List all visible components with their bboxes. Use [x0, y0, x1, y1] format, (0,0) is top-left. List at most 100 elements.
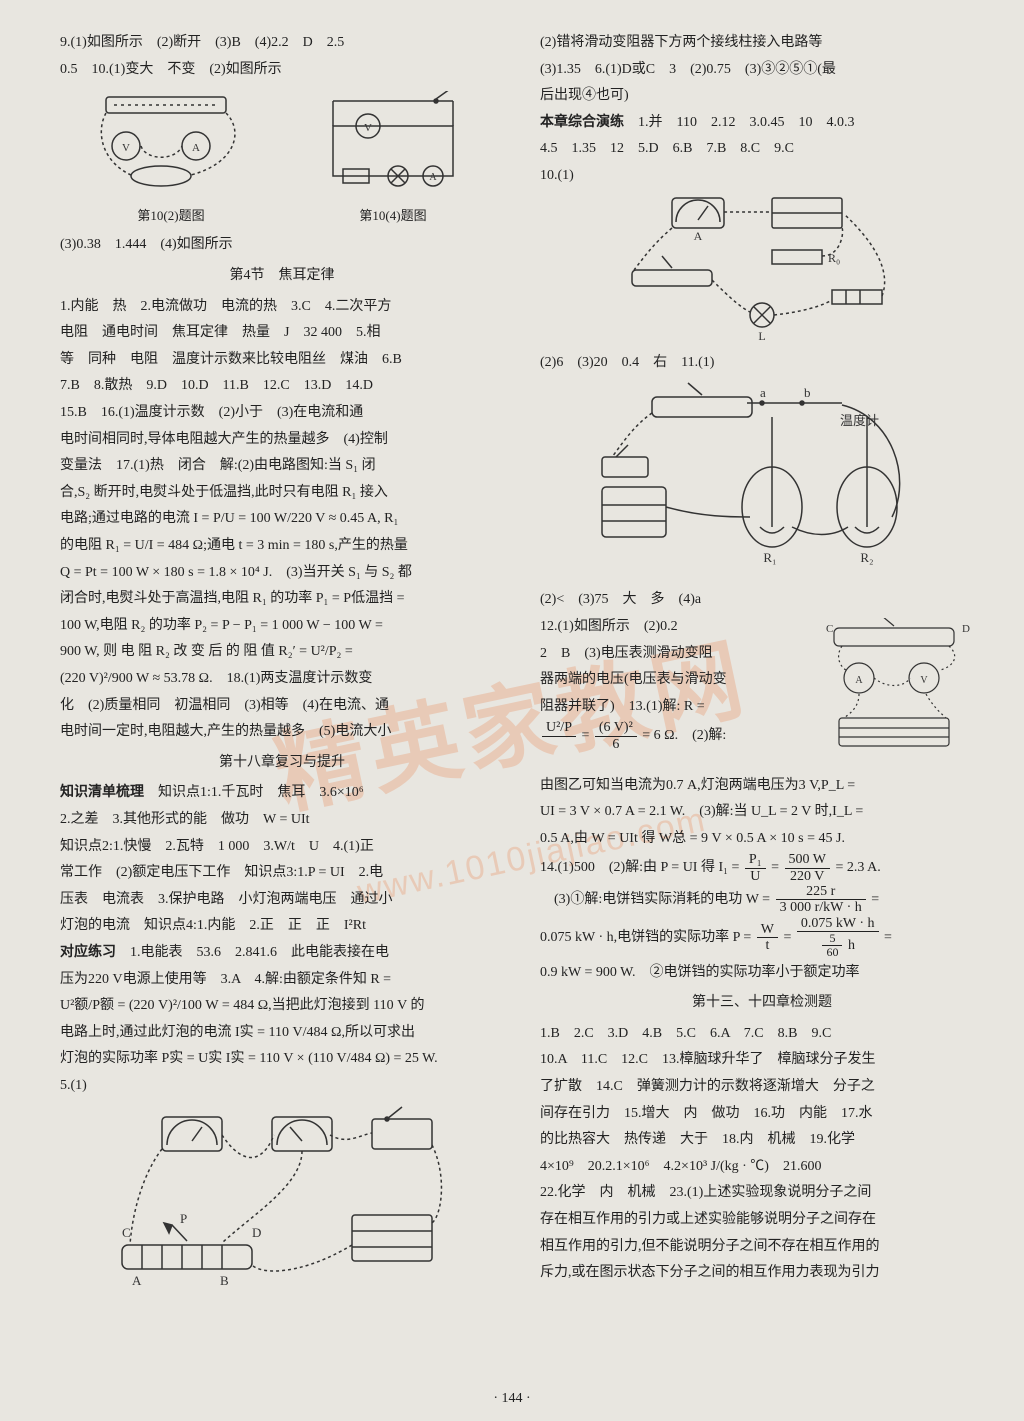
page: 精英家教网 www.1010jiajiao.com 9.(1)如图所示 (2)断… [0, 0, 1024, 1421]
text-line: 相互作用的引力,但不能说明分子之间不存在相互作用的 [540, 1234, 984, 1261]
text-line: 4×10⁹ 20.2.1×10⁶ 4.2×10³ J/(kg · ℃) 21.6… [540, 1154, 984, 1181]
text-line: 22.化学 内 机械 23.(1)上述实验现象说明分子之间 [540, 1180, 984, 1207]
text-line: 5.(1) [60, 1073, 504, 1100]
text-line: (3)1.35 6.(1)D或C 3 (2)0.75 (3)③②⑤①(最 [540, 57, 984, 84]
text-line: 了扩散 14.C 弹簧测力计的示数将逐渐增大 分子之 [540, 1074, 984, 1101]
text-line: 知识点2:1.快慢 2.瓦特 1 000 3.W/t U 4.(1)正 [60, 834, 504, 861]
text-span: = [871, 892, 879, 907]
text-line: 0.075 kW · h,电饼铛的实际功率 P = W t = 0.075 kW… [540, 916, 984, 960]
svg-text:A: A [855, 675, 863, 686]
text-line: 7.B 8.散热 9.D 10.D 11.B 12.C 13.D 14.D [60, 373, 504, 400]
svg-text:V: V [364, 122, 372, 134]
label-R0: R₀ [828, 251, 840, 265]
label-P: P [180, 1211, 187, 1226]
apparatus-diagram-icon: a b 温度计 R₁ R₂ [592, 377, 932, 577]
left-column: 9.(1)如图所示 (2)断开 (3)B (4)2.2 D 2.5 0.5 10… [60, 30, 512, 1401]
text-line: 100 W,电阻 R₂ 的功率 P₂ = P − P₁ = 1 000 W − … [60, 613, 504, 640]
text-line: 10.(1) [540, 163, 984, 190]
fraction: W t [757, 922, 778, 954]
circuit-diagram-icon: V A [308, 91, 478, 191]
figure-10-4: V A 第10(4)题图 [308, 91, 478, 228]
fraction-den: t [757, 938, 778, 953]
svg-text:V: V [122, 142, 130, 154]
text-line: 900 W, 则 电 阻 R₂ 改 变 后 的 阻 值 R₂′ = U²/P₂ … [60, 639, 504, 666]
text-line: Q = Pt = 100 W × 180 s = 1.8 × 10⁴ J. (3… [60, 560, 504, 587]
text-line: 1.内能 热 2.电流做功 电流的热 3.C 4.二次平方 [60, 294, 504, 321]
text-line: 的电阻 R₁ = U/I = 484 Ω;通电 t = 3 min = 180 … [60, 533, 504, 560]
text-line: (2)6 (3)20 0.4 右 11.(1) [540, 350, 984, 377]
label-R2: R₂ [860, 550, 873, 565]
svg-text:A: A [192, 142, 200, 154]
page-number: · 144 · [0, 1386, 1024, 1413]
text-line: UI = 3 V × 0.7 A = 2.1 W. (3)解:当 U_L = 2… [540, 799, 984, 826]
svg-text:V: V [920, 675, 928, 686]
text-line: 电时间一定时,电阻越大,产生的热量越多 (5)电流大小 [60, 719, 504, 746]
right-column: (2)错将滑动变阻器下方两个接线柱接入电路等 (3)1.35 6.(1)D或C … [532, 30, 984, 1401]
text-line: 1.B 2.C 3.D 4.B 5.C 6.A 7.C 8.B 9.C [540, 1021, 984, 1048]
fraction-den: 6 [595, 737, 637, 752]
fraction-den [542, 737, 576, 752]
fraction-den: 60 [822, 946, 842, 959]
text-span: 知识点1:1.千瓦时 焦耳 3.6×10⁶ [144, 785, 364, 800]
text-line: 9.(1)如图所示 (2)断开 (3)B (4)2.2 D 2.5 [60, 30, 504, 57]
text-line: 0.5 10.(1)变大 不变 (2)如图所示 [60, 57, 504, 84]
text-line: 灯泡的电流 知识点4:1.内能 2.正 正 正 I²Rt [60, 913, 504, 940]
figure-12-circuit: C D A V [814, 618, 984, 769]
figure-caption: 第10(2)题图 [86, 204, 256, 229]
text-line: 电阻 通电时间 焦耳定律 热量 J 32 400 5.相 [60, 320, 504, 347]
fraction-den: 3 000 r/kW · h [776, 900, 866, 915]
label-D: D [962, 623, 970, 635]
text-line: 知识清单梳理 知识点1:1.千瓦时 焦耳 3.6×10⁶ [60, 780, 504, 807]
text-line: 0.5 A,由 W = UIt 得 W总 = 9 V × 0.5 A × 10 … [540, 826, 984, 853]
fraction-num: 0.075 kW · h [797, 916, 879, 932]
svg-text:A: A [429, 172, 437, 183]
text-line: (220 V)²/900 W ≈ 53.78 Ω. 18.(1)两支温度计示数变 [60, 666, 504, 693]
fraction: 500 W 220 V [785, 852, 830, 884]
text-span: 1.并 110 2.12 3.0.45 10 4.0.3 [624, 115, 854, 130]
text-line: 灯泡的实际功率 P实 = U实 I实 = 110 V × (110 V/484 … [60, 1046, 504, 1073]
heading-inline: 知识清单梳理 [60, 785, 144, 800]
text-line: 等 同种 电阻 温度计示数来比较电阻丝 煤油 6.B [60, 347, 504, 374]
label-C: C [122, 1225, 131, 1240]
text-line: (2)< (3)75 大 多 (4)a [540, 587, 984, 614]
label-A: A [132, 1273, 142, 1288]
section-title: 第十三、十四章检测题 [540, 990, 984, 1017]
text-line: 电路上时,通过此灯泡的电流 I实 = 110 V/484 Ω,所以可求出 [60, 1020, 504, 1047]
heading-inline: 对应练习 [60, 945, 116, 960]
text-line: 0.9 kW = 900 W. ②电饼铛的实际功率小于额定功率 [540, 960, 984, 987]
figure-11-1-apparatus: a b 温度计 R₁ R₂ [540, 377, 984, 588]
text-line: 闭合时,电熨斗处于高温挡,电阻 R₁ 的功率 P₁ = P低温挡 = [60, 586, 504, 613]
circuit-diagram-icon: A B C D P [102, 1105, 462, 1305]
label-a: a [760, 385, 766, 400]
text-span: = [581, 728, 589, 743]
text-line: (3)0.38 1.444 (4)如图所示 [60, 232, 504, 259]
figure-row-10: V A 第10(2)题图 [60, 91, 504, 228]
fraction-num: W [757, 922, 778, 938]
text-line: 常工作 (2)额定电压下工作 知识点3:1.P = UI 2.电 [60, 860, 504, 887]
text-span: = [784, 930, 795, 945]
text-line: 4.5 1.35 12 5.D 6.B 7.B 8.C 9.C [540, 136, 984, 163]
text-line: 合,S₂ 断开时,电熨斗处于低温挡,此时只有电阻 R₁ 接入 [60, 480, 504, 507]
text-line: 2.之差 3.其他形式的能 做功 W = UIt [60, 807, 504, 834]
label-L: L [758, 329, 765, 340]
text-line: 电时间相同时,导体电阻越大产生的热量越多 (4)控制 [60, 427, 504, 454]
fraction-den: 5 60 h [797, 932, 879, 959]
fraction: 225 r 3 000 r/kW · h [776, 884, 866, 916]
text-line: 的比热容大 热传递 大于 18.内 机械 19.化学 [540, 1127, 984, 1154]
fraction-den: 220 V [785, 869, 830, 884]
text-span: = 6 Ω. (2)解: [642, 728, 726, 743]
text-line: 15.B 16.(1)温度计示数 (2)小于 (3)在电流和通 [60, 400, 504, 427]
figure-5-1: A B C D P [60, 1105, 504, 1316]
label-R1: R₁ [763, 550, 776, 565]
fraction: P₁ U [745, 852, 766, 884]
text-span: = 2.3 A. [835, 860, 880, 875]
text-span: (3)①解:电饼铛实际消耗的电功 W = [540, 892, 774, 907]
text-line: 由图乙可知当电流为0.7 A,灯泡两端电压为3 V,P_L = [540, 773, 984, 800]
text-line: 10.A 11.C 12.C 13.樟脑球升华了 樟脑球分子发生 [540, 1047, 984, 1074]
fraction-num: P₁ [745, 852, 766, 868]
figure-caption: 第10(4)题图 [308, 204, 478, 229]
text-line: 间存在引力 15.增大 内 做功 16.功 内能 17.水 [540, 1101, 984, 1128]
text-line: 斥力,或在图示状态下分子之间的相互作用力表现为引力 [540, 1260, 984, 1287]
fraction-num: 5 [822, 932, 842, 946]
label-D: D [252, 1225, 261, 1240]
